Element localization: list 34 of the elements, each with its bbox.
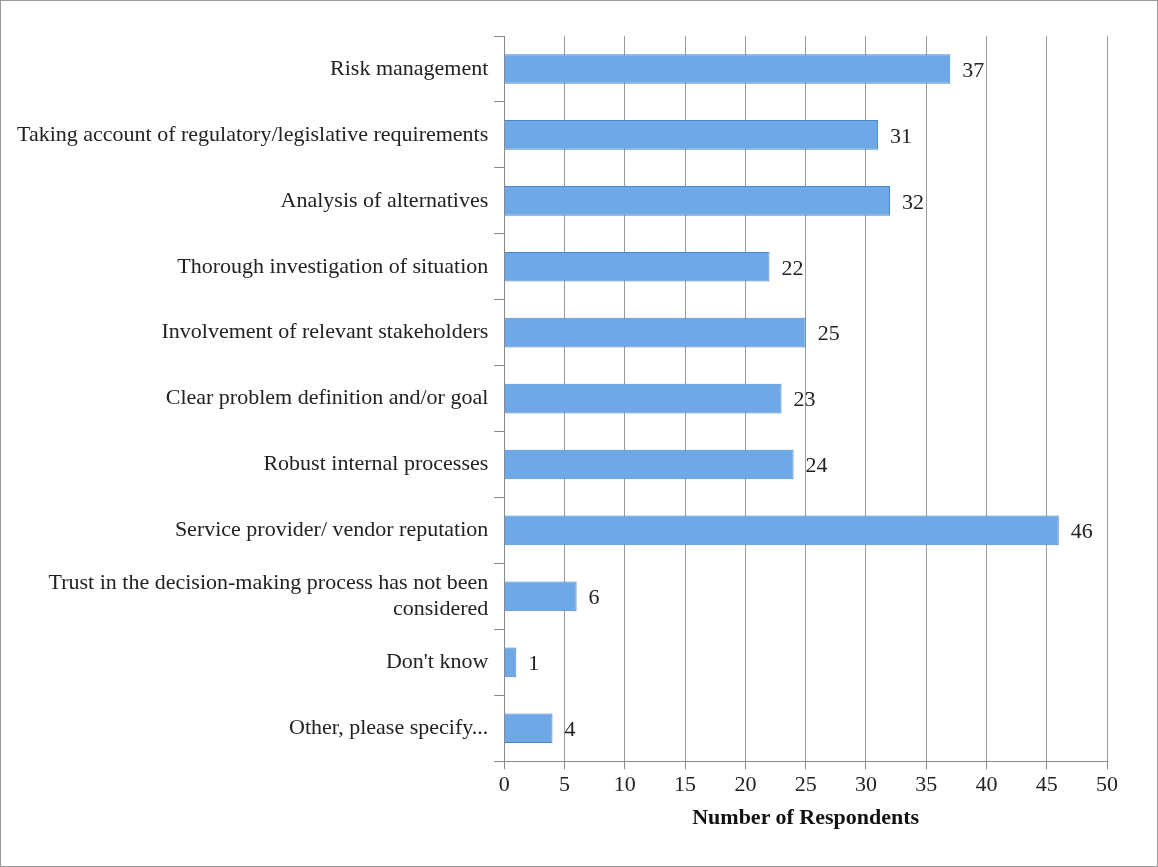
y-tick-label: Involvement of relevant stakeholders bbox=[161, 318, 489, 344]
data-label: 1 bbox=[528, 650, 540, 676]
x-tick-label: 5 bbox=[559, 771, 571, 797]
x-tick-label: 40 bbox=[975, 771, 998, 797]
data-label: 24 bbox=[805, 452, 828, 478]
x-tick-label: 10 bbox=[613, 771, 636, 797]
y-tick-label: Risk management bbox=[330, 54, 489, 80]
data-label: 32 bbox=[902, 188, 925, 214]
y-tick-label: Trust in the decision-making process has not been considered bbox=[48, 568, 489, 621]
data-label: 25 bbox=[817, 320, 840, 346]
x-tick-label: 0 bbox=[498, 771, 510, 797]
data-label: 37 bbox=[962, 56, 985, 82]
y-tick-label: Thorough investigation of situation bbox=[177, 252, 489, 278]
data-label: 4 bbox=[564, 716, 576, 742]
y-tick-label: Robust internal processes bbox=[263, 450, 489, 476]
x-tick-label: 50 bbox=[1096, 771, 1118, 797]
y-tick-label: Don't know bbox=[385, 648, 489, 674]
data-label: 6 bbox=[588, 584, 600, 610]
x-tick-label: 45 bbox=[1035, 771, 1058, 797]
data-label: 22 bbox=[781, 254, 804, 280]
x-tick-label: 30 bbox=[854, 771, 877, 797]
y-tick-label: Service provider/ vendor reputation bbox=[174, 516, 489, 542]
x-tick-label: 25 bbox=[794, 771, 817, 797]
y-tick-label: Clear problem definition and/or goal bbox=[165, 384, 489, 410]
x-tick-label: 15 bbox=[674, 771, 697, 797]
x-axis-title: Number of Respondents bbox=[692, 804, 920, 830]
y-tick-label: Taking account of regulatory/legislative requirements bbox=[17, 120, 489, 146]
data-label: 31 bbox=[889, 122, 912, 148]
x-tick-label: 35 bbox=[915, 771, 938, 797]
y-tick-label: Analysis of alternatives bbox=[280, 186, 489, 212]
data-label: 23 bbox=[793, 386, 816, 412]
y-tick-label: Other, please specify... bbox=[289, 714, 489, 740]
x-tick-label: 20 bbox=[734, 771, 757, 797]
data-label: 46 bbox=[1070, 518, 1093, 544]
